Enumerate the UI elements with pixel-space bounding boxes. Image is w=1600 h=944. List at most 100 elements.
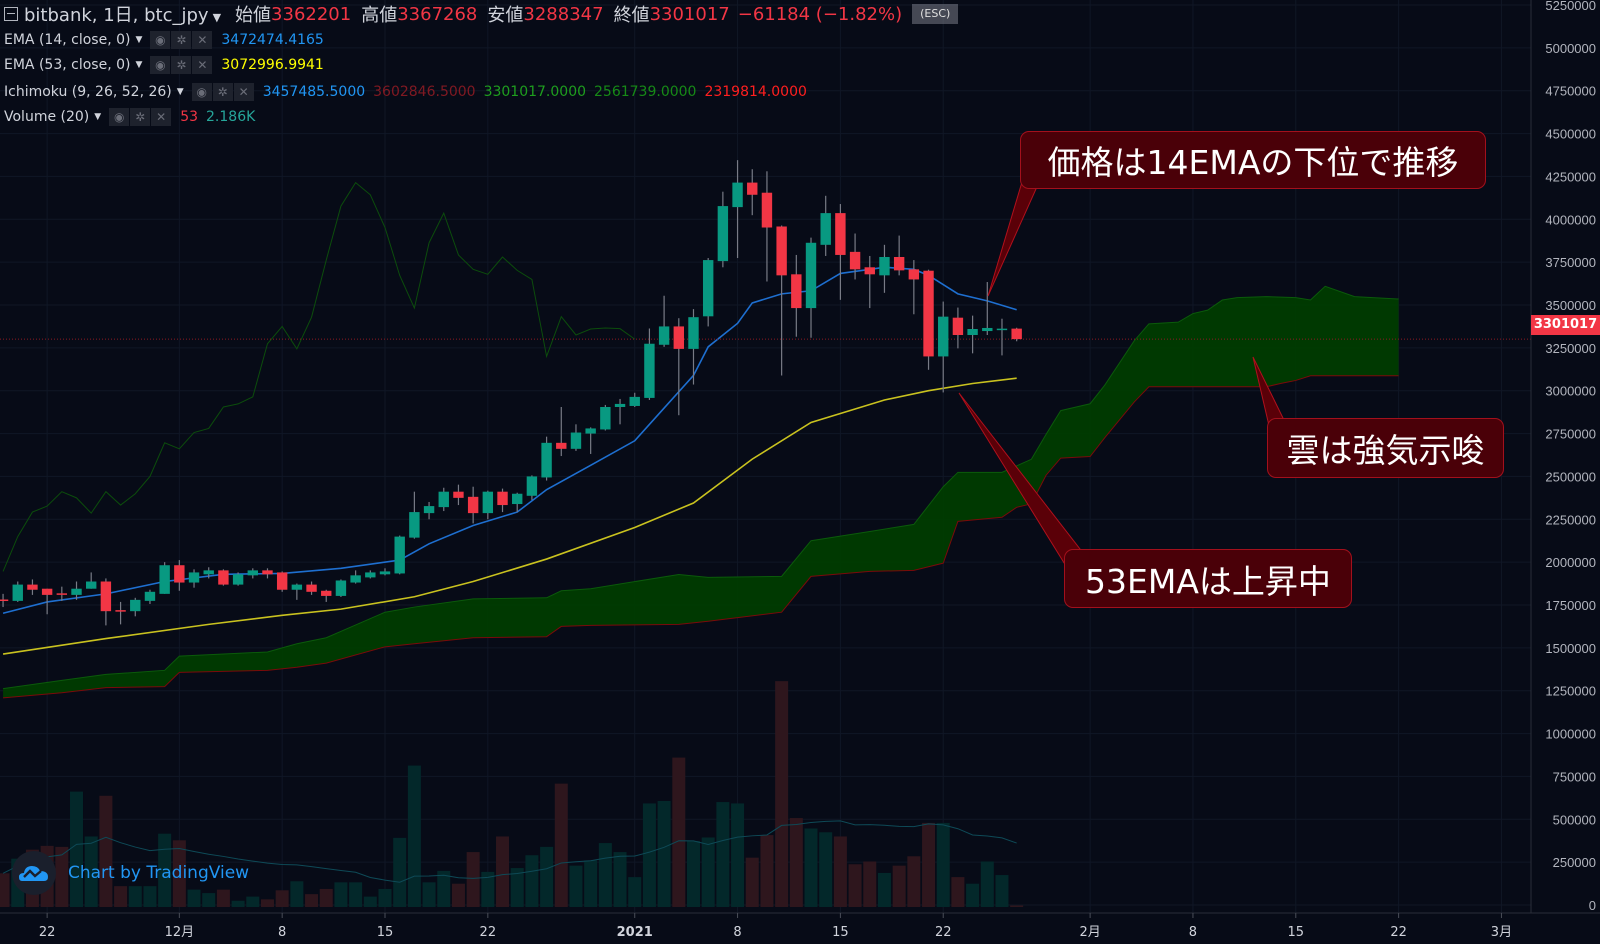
volume-bar	[422, 882, 436, 907]
symbol-title[interactable]: bitbank, 1日, btc_jpy ▼	[24, 1, 221, 27]
volume-bar	[628, 877, 642, 907]
candle-body	[188, 572, 200, 583]
candle-body	[56, 593, 68, 595]
chevron-down-icon[interactable]: ▼	[212, 11, 222, 24]
price-tick-label: 4000000	[1545, 212, 1596, 227]
volume-bar	[305, 894, 319, 907]
symbol-name: bitbank, 1日, btc_jpy	[24, 5, 209, 26]
symbol-header: bitbank, 1日, btc_jpy ▼ 始値 3362201 高値 336726…	[4, 1, 959, 27]
tradingview-watermark[interactable]: Chart by TradingView	[12, 851, 249, 895]
price-tick-label: 2750000	[1545, 427, 1596, 442]
candle-body	[350, 575, 361, 583]
candle	[570, 424, 582, 451]
chevron-down-icon[interactable]: ▼	[176, 87, 184, 97]
volume-bar	[848, 864, 862, 907]
close-icon[interactable]: ✕	[192, 56, 213, 74]
volume-bar	[216, 889, 230, 907]
candle-body	[702, 260, 714, 317]
indicator-row[interactable]: EMA (14, close, 0) ▼ ◉ ✲ ✕ 3472474.4165	[4, 30, 324, 50]
close-icon[interactable]: ✕	[192, 31, 213, 49]
candle-body	[27, 584, 38, 590]
gear-icon[interactable]: ✲	[212, 83, 233, 101]
volume-bar	[731, 803, 745, 907]
volume-bar	[99, 795, 113, 907]
candle	[526, 475, 538, 500]
close-icon[interactable]: ✕	[233, 83, 254, 101]
candle	[262, 568, 273, 579]
candle-body	[717, 206, 729, 262]
indicator-label[interactable]: EMA (14, close, 0)	[4, 32, 131, 48]
eye-icon[interactable]: ◉	[150, 31, 171, 49]
annotation-callout-cloud[interactable]: 雲は強気示唆	[1267, 418, 1504, 478]
candle-body	[0, 599, 9, 602]
candle	[967, 315, 978, 354]
candle	[923, 269, 934, 370]
candle	[864, 255, 875, 309]
annotation-callout-ema14[interactable]: 価格は14EMAの下位で推移	[1020, 131, 1486, 189]
candle	[541, 436, 552, 481]
candle	[232, 572, 244, 586]
candle	[438, 487, 449, 512]
gear-icon[interactable]: ✲	[130, 108, 151, 126]
chevron-down-icon[interactable]: ▼	[135, 60, 143, 70]
collapse-icon[interactable]	[4, 7, 18, 21]
volume-bar	[525, 855, 539, 907]
indicator-value: 2319814.0000	[704, 84, 807, 100]
volume-bar	[995, 875, 1009, 907]
annotation-text: 価格は14EMAの下位で推移	[1047, 143, 1459, 182]
eye-icon[interactable]: ◉	[109, 108, 130, 126]
high-value: 3367268	[397, 3, 478, 25]
gear-icon[interactable]: ✲	[171, 31, 192, 49]
candle-body	[467, 496, 479, 514]
close-icon[interactable]: ✕	[151, 108, 172, 126]
volume-bar	[966, 883, 980, 907]
indicator-row[interactable]: Ichimoku (9, 26, 52, 26) ▼ ◉ ✲ ✕ 3457485.5000…	[4, 82, 807, 102]
annotation-callout-ema53[interactable]: 53EMAは上昇中	[1064, 549, 1352, 608]
chevron-down-icon[interactable]: ▼	[94, 112, 102, 122]
gear-icon[interactable]: ✲	[171, 56, 192, 74]
span-b-line	[3, 375, 1399, 699]
candle-body	[938, 316, 949, 357]
volume-bar	[275, 890, 289, 907]
candle-body	[658, 326, 670, 345]
candle-body	[497, 491, 508, 506]
candle-body	[864, 267, 875, 275]
candle-body	[306, 584, 317, 592]
candle-body	[409, 512, 420, 538]
indicator-row[interactable]: Volume (20) ▼ ◉ ✲ ✕ 53 2.186K	[4, 107, 255, 127]
candle	[41, 588, 53, 615]
candle-body	[791, 274, 802, 309]
indicator-label[interactable]: EMA (53, close, 0)	[4, 57, 131, 73]
time-tick-label: 15	[1288, 925, 1305, 940]
indicator-row[interactable]: EMA (53, close, 0) ▼ ◉ ✲ ✕ 3072996.9941	[4, 55, 324, 75]
candle	[174, 560, 185, 591]
candle-body	[174, 565, 185, 583]
eye-icon[interactable]: ◉	[150, 56, 171, 74]
eye-icon[interactable]: ◉	[191, 83, 212, 101]
candle-body	[232, 574, 244, 585]
candle-body	[967, 329, 978, 335]
candle-body	[644, 343, 655, 398]
time-tick-label: 22	[935, 925, 952, 940]
candle	[879, 244, 890, 293]
candle	[12, 581, 23, 602]
price-tick-label: 4500000	[1545, 127, 1596, 142]
candle	[453, 484, 464, 506]
volume-bar	[231, 900, 245, 907]
esc-overlay[interactable]: (ESC)	[912, 4, 959, 24]
indicator-value: 3472474.4165	[221, 32, 324, 48]
candle	[71, 581, 82, 600]
low-label: 安値	[487, 5, 524, 26]
candle-body	[203, 570, 214, 575]
chevron-down-icon[interactable]: ▼	[135, 35, 143, 45]
volume-bar	[745, 857, 759, 907]
candle-body	[893, 257, 905, 271]
volume-bar	[143, 886, 157, 907]
candle-body	[159, 565, 170, 594]
indicator-label[interactable]: Volume (20)	[4, 109, 90, 125]
indicator-label[interactable]: Ichimoku (9, 26, 52, 26)	[4, 84, 172, 100]
volume-bar	[378, 888, 392, 907]
price-tick-label: 1000000	[1545, 727, 1596, 742]
candle	[629, 392, 640, 407]
candle	[673, 318, 684, 416]
